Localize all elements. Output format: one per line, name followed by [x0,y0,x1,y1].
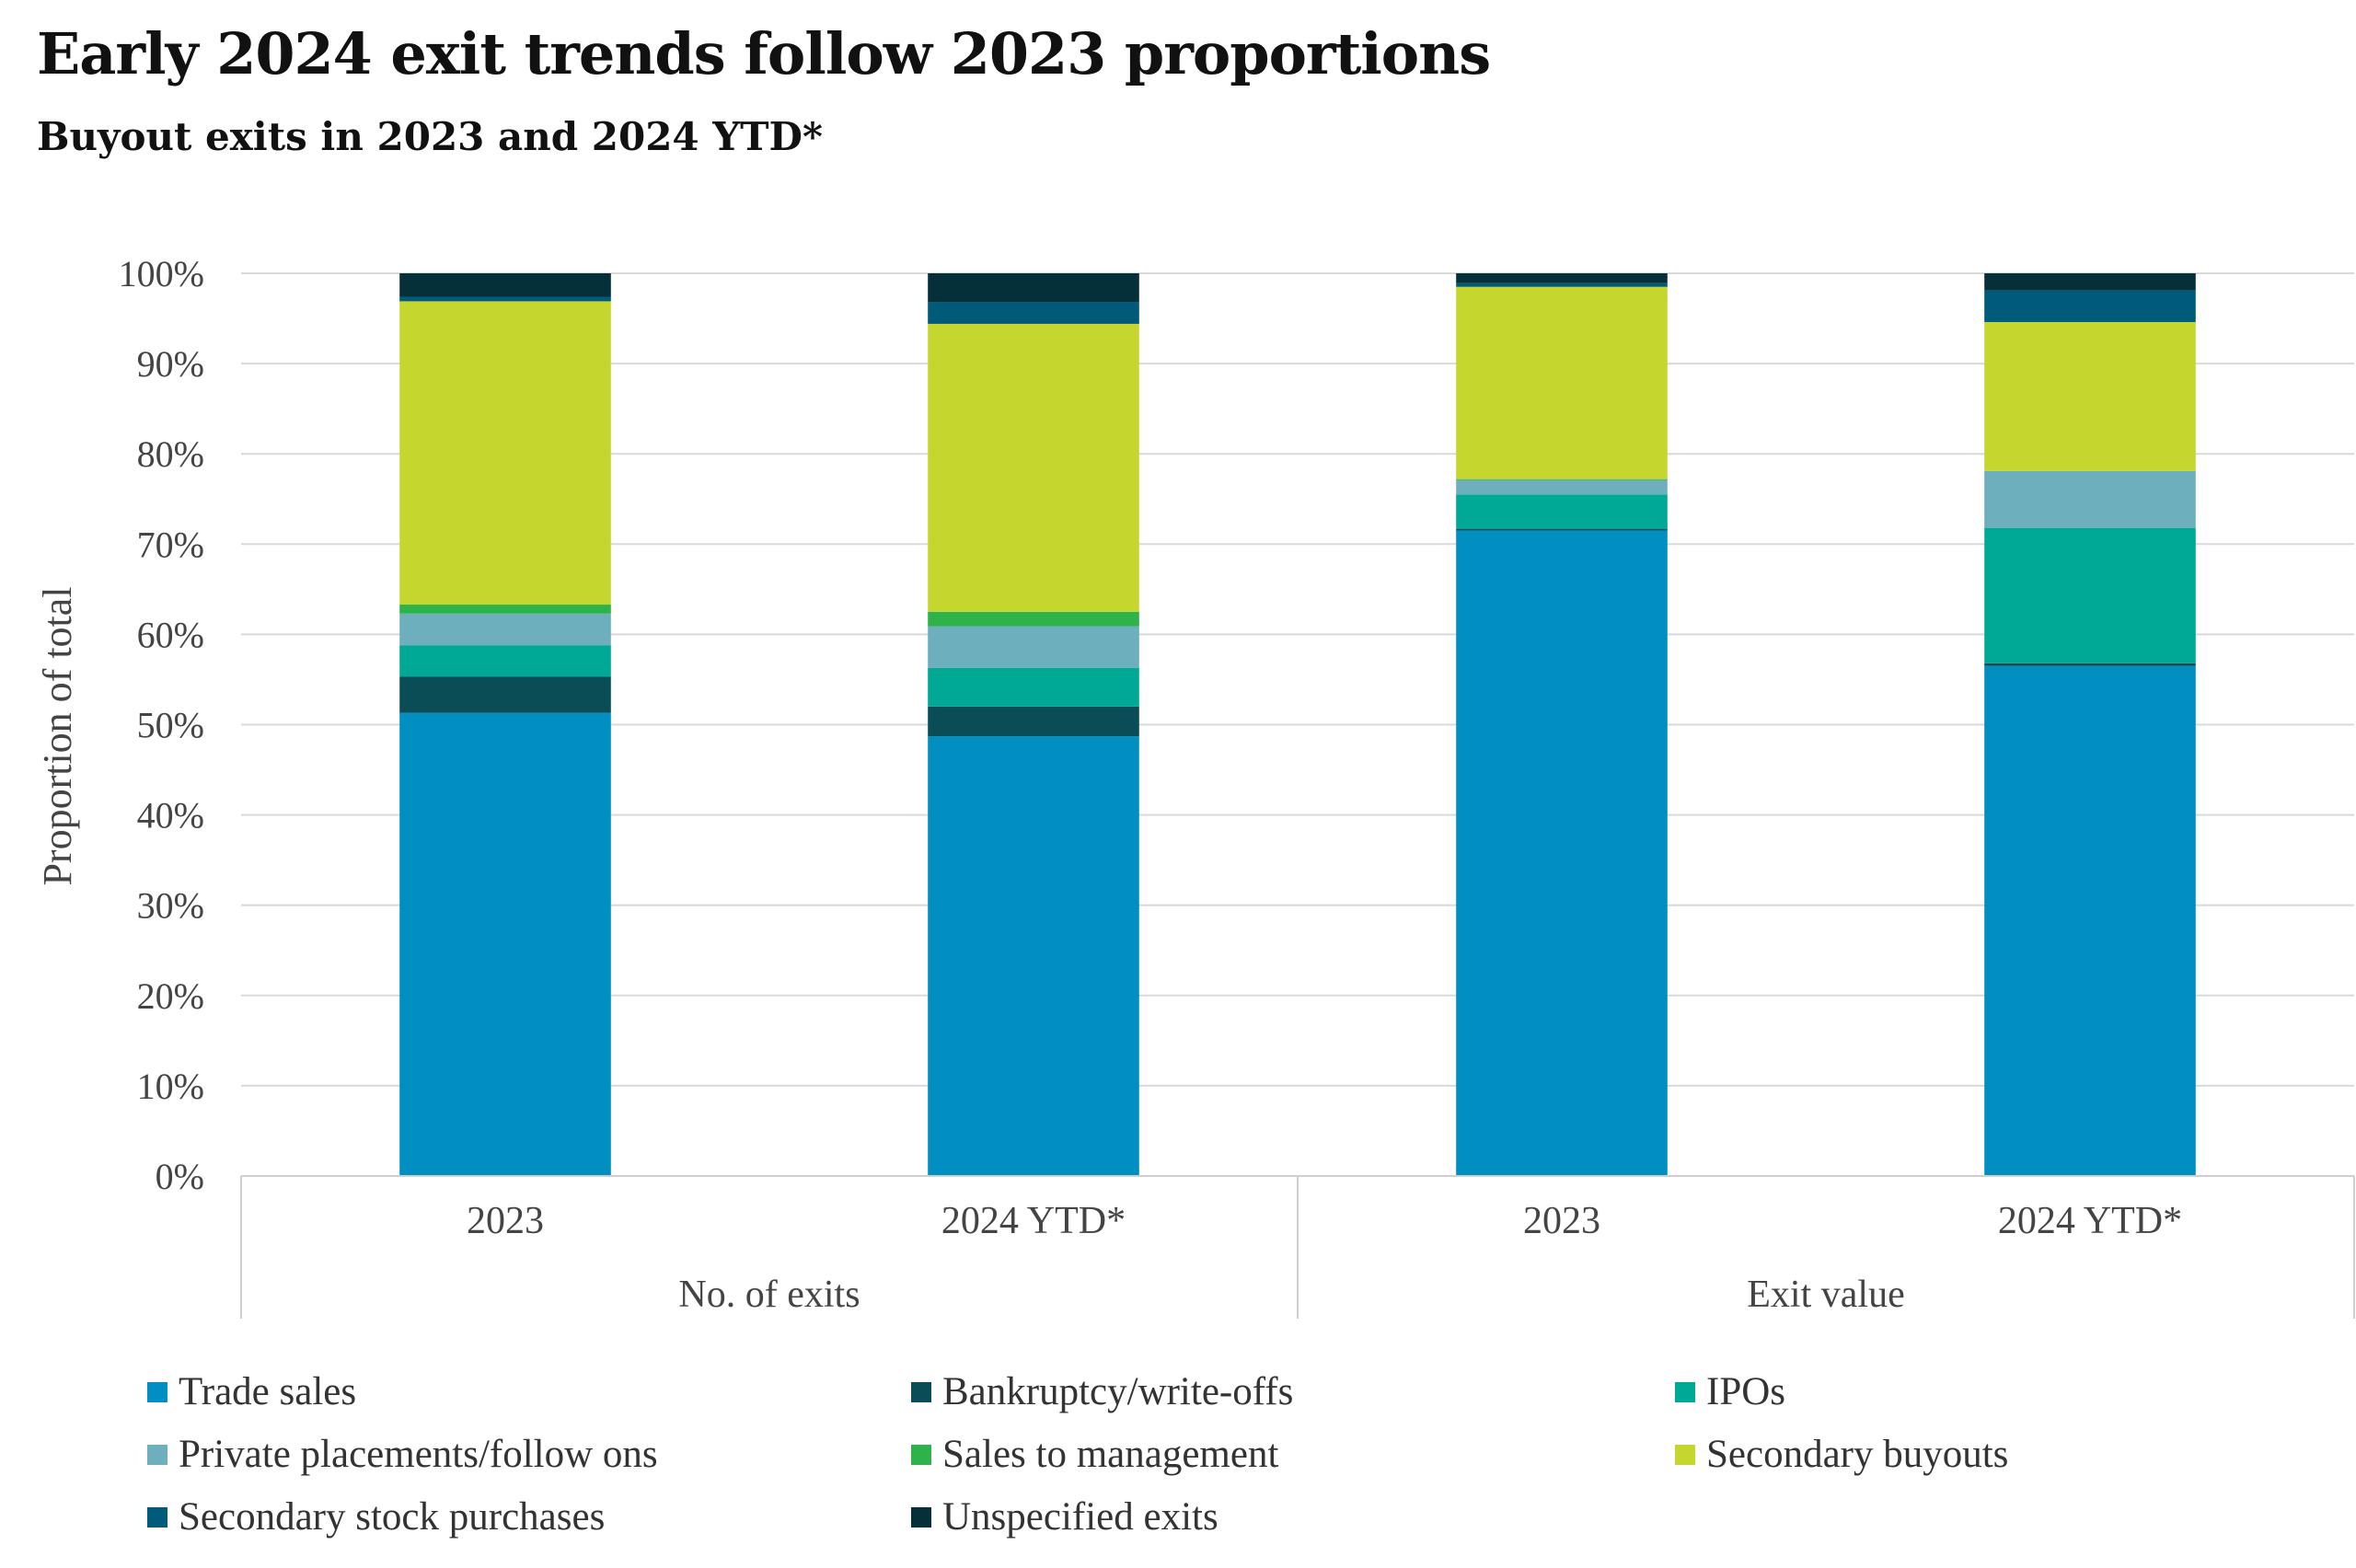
bar-segment [399,712,611,1176]
legend-swatch [1675,1381,1695,1402]
x-group-label: Exit value [1747,1274,1904,1316]
bar-segment [399,296,611,302]
chart-subtitle: Buyout exits in 2023 and 2024 YTD* [37,114,823,159]
legend-label: Bankruptcy/write-offs [942,1370,1294,1413]
bar-segment [928,736,1139,1176]
y-axis-label: Proportion of total [35,586,80,885]
y-tick-label: 10% [137,1066,204,1107]
bar-segment [928,611,1139,627]
y-tick-label: 90% [137,343,204,385]
bar-segment [1456,286,1668,479]
bar-segment [1984,290,2196,322]
bar-segment [399,301,611,605]
legend-item: Trade sales [147,1369,356,1414]
bars [399,273,2196,1176]
bar-segment [1984,527,2196,663]
chart-title: Early 2024 exit trends follow 2023 propo… [37,20,1491,87]
legend-label: Unspecified exits [942,1495,1218,1539]
legend-item: Secondary stock purchases [147,1494,605,1539]
legend-item: IPOs [1675,1369,1785,1414]
legend-item: Secondary buyouts [1675,1432,2008,1477]
legend-swatch [911,1506,931,1528]
y-tick-label: 20% [137,975,204,1017]
y-tick-label: 0% [156,1156,204,1197]
bar-segment [1456,528,1668,531]
legend-swatch [911,1444,931,1465]
bar-segment [1456,282,1668,287]
legend-item: Sales to management [911,1432,1278,1477]
axes: 0% 10% 20% 30% 40% 50% 60% 70% 80% 90% 100% 2023 202… [119,253,2355,1319]
bar-segment [399,613,611,646]
y-tick-label: 50% [137,705,204,746]
legend-label: IPOs [1706,1370,1786,1413]
legend-item: Unspecified exits [911,1494,1218,1539]
bar-segment [1456,273,1668,283]
legend-swatch [147,1381,167,1402]
bar-segment [399,676,611,713]
bar-segment [399,273,611,297]
legend-item: Bankruptcy/write-offs [911,1369,1293,1414]
y-tick-label: 80% [137,433,204,475]
bar-segment [1456,478,1668,480]
bar-segment [399,605,611,614]
y-tick-label: 100% [119,253,204,294]
bar-segment [928,626,1139,668]
x-tick-label: 2024 YTD* [941,1200,1126,1242]
bar-segment [1984,663,2196,666]
bar-segment [928,273,1139,303]
legend-item: Private placements/follow ons [147,1432,658,1477]
bar-segment [399,645,611,677]
legend-label: Secondary stock purchases [179,1495,606,1539]
legend-label: Trade sales [179,1370,357,1413]
legend-label: Sales to management [942,1433,1279,1476]
bar-segment [1984,470,2196,528]
y-tick-label: 60% [137,614,204,655]
y-tick-label: 70% [137,524,204,565]
bar-segment [928,667,1139,707]
bar-segment [1984,321,2196,471]
legend-label: Private placements/follow ons [179,1433,658,1476]
bar-segment [1456,479,1668,495]
x-tick-label: 2023 [1523,1200,1600,1242]
bar-segment [928,302,1139,324]
stacked-bar-chart: 0% 10% 20% 30% 40% 50% 60% 70% 80% 90% 100% 2023 202… [35,253,2355,1319]
y-tick-label: 30% [137,885,204,927]
y-tick-label: 40% [137,795,204,836]
legend-label: Secondary buyouts [1706,1433,2009,1476]
x-group-label: No. of exits [678,1274,860,1316]
legend-swatch [147,1506,167,1528]
bar-segment [1456,494,1668,529]
bar-segment [1456,530,1668,1176]
bar-segment [1984,665,2196,1176]
x-tick-label: 2024 YTD* [1998,1200,2182,1242]
legend-swatch [1675,1444,1695,1465]
legend-swatch [911,1381,931,1402]
bar-segment [928,323,1139,612]
legend-swatch [147,1444,167,1465]
bar-segment [928,706,1139,737]
x-tick-label: 2023 [467,1200,544,1242]
bar-segment [1984,273,2196,291]
